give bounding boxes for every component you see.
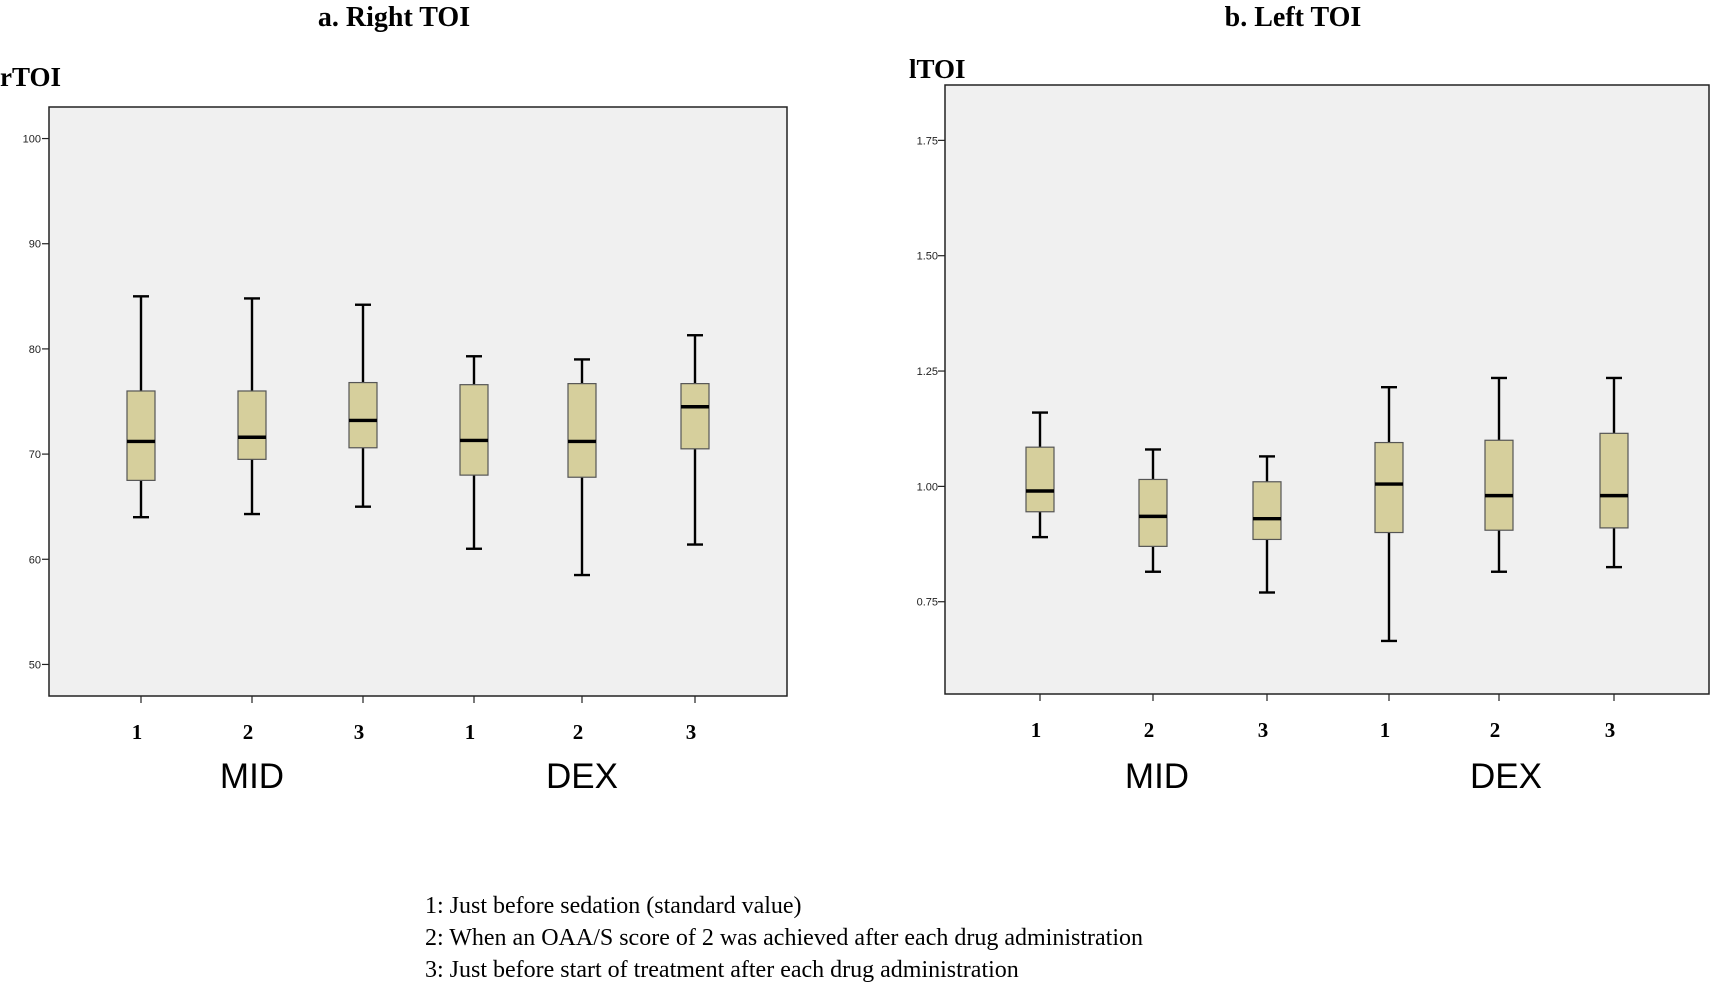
y-tick-label: 1.50 bbox=[917, 251, 938, 263]
y-tick-label: 50 bbox=[29, 659, 41, 671]
footnote-2: 2: When an OAA/S score of 2 was achieved… bbox=[425, 925, 1143, 951]
y-axis-label-ltoi: lTOI bbox=[909, 54, 966, 84]
x-tick-label: 3 bbox=[1258, 718, 1269, 742]
group-label-dex-right: DEX bbox=[546, 757, 618, 796]
plot-area-right bbox=[48, 106, 788, 697]
x-tick-label: 2 bbox=[1490, 718, 1501, 742]
y-tick-label: 1.25 bbox=[917, 366, 938, 378]
y-tick-label: 70 bbox=[29, 449, 41, 461]
y-tick-label: 1.75 bbox=[917, 135, 938, 147]
y-axis-right: 50 60 70 80 90 100 bbox=[23, 134, 49, 671]
x-tick-label: 3 bbox=[686, 720, 697, 744]
x-axis-left: 1 2 3 1 2 3 bbox=[1031, 694, 1616, 742]
box-iqr bbox=[1599, 432, 1629, 529]
footnote-3: 3: Just before start of treatment after … bbox=[425, 957, 1019, 983]
y-tick-label: 60 bbox=[29, 554, 41, 566]
x-tick-label: 1 bbox=[1031, 718, 1042, 742]
box-iqr bbox=[459, 384, 489, 476]
plot-area-left bbox=[944, 84, 1710, 695]
x-tick-label: 1 bbox=[132, 720, 143, 744]
x-tick-label: 2 bbox=[243, 720, 254, 744]
footnotes: 1: Just before sedation (standard value)… bbox=[425, 890, 1143, 986]
group-label-dex-left: DEX bbox=[1470, 757, 1542, 796]
y-tick-label: 1.00 bbox=[917, 481, 938, 493]
group-label-mid-right: MID bbox=[220, 757, 284, 796]
box-iqr bbox=[1252, 481, 1282, 541]
y-tick-label: 0.75 bbox=[917, 597, 938, 609]
box-iqr bbox=[1025, 446, 1055, 513]
y-axis-left: 0.75 1.00 1.25 1.50 1.75 bbox=[917, 135, 945, 609]
x-axis-right: 1 2 3 1 2 3 bbox=[132, 696, 697, 744]
box-iqr bbox=[237, 390, 267, 460]
group-label-mid-left: MID bbox=[1125, 757, 1189, 796]
y-tick-label: 80 bbox=[29, 344, 41, 356]
x-tick-label: 3 bbox=[354, 720, 365, 744]
x-tick-label: 3 bbox=[1605, 718, 1616, 742]
chart-title-right-toi: a. Right TOI bbox=[318, 2, 470, 33]
box-iqr bbox=[1484, 439, 1514, 531]
box-iqr bbox=[680, 383, 710, 450]
boxes-right bbox=[126, 295, 710, 577]
box-iqr bbox=[567, 383, 597, 478]
boxes-left bbox=[1025, 376, 1629, 643]
x-tick-label: 1 bbox=[1380, 718, 1391, 742]
y-tick-label: 90 bbox=[29, 239, 41, 251]
x-tick-label: 2 bbox=[573, 720, 584, 744]
box-iqr bbox=[1374, 441, 1404, 534]
footnote-1: 1: Just before sedation (standard value) bbox=[425, 893, 802, 919]
panel-right-toi: a. Right TOI rTOI 50 60 70 80 90 100 1 2 3 1 2 3 M… bbox=[0, 2, 788, 796]
box-iqr bbox=[126, 390, 156, 481]
y-tick-label: 100 bbox=[23, 134, 41, 146]
y-axis-label-rtoi: rTOI bbox=[0, 62, 61, 92]
box-iqr bbox=[348, 381, 378, 449]
x-tick-label: 1 bbox=[465, 720, 476, 744]
chart-title-left-toi: b. Left TOI bbox=[1225, 2, 1362, 33]
panel-left-toi: b. Left TOI lTOI 0.75 1.00 1.25 1.50 1.75 1 2… bbox=[909, 2, 1710, 796]
box-iqr bbox=[1138, 478, 1168, 547]
x-tick-label: 2 bbox=[1144, 718, 1155, 742]
